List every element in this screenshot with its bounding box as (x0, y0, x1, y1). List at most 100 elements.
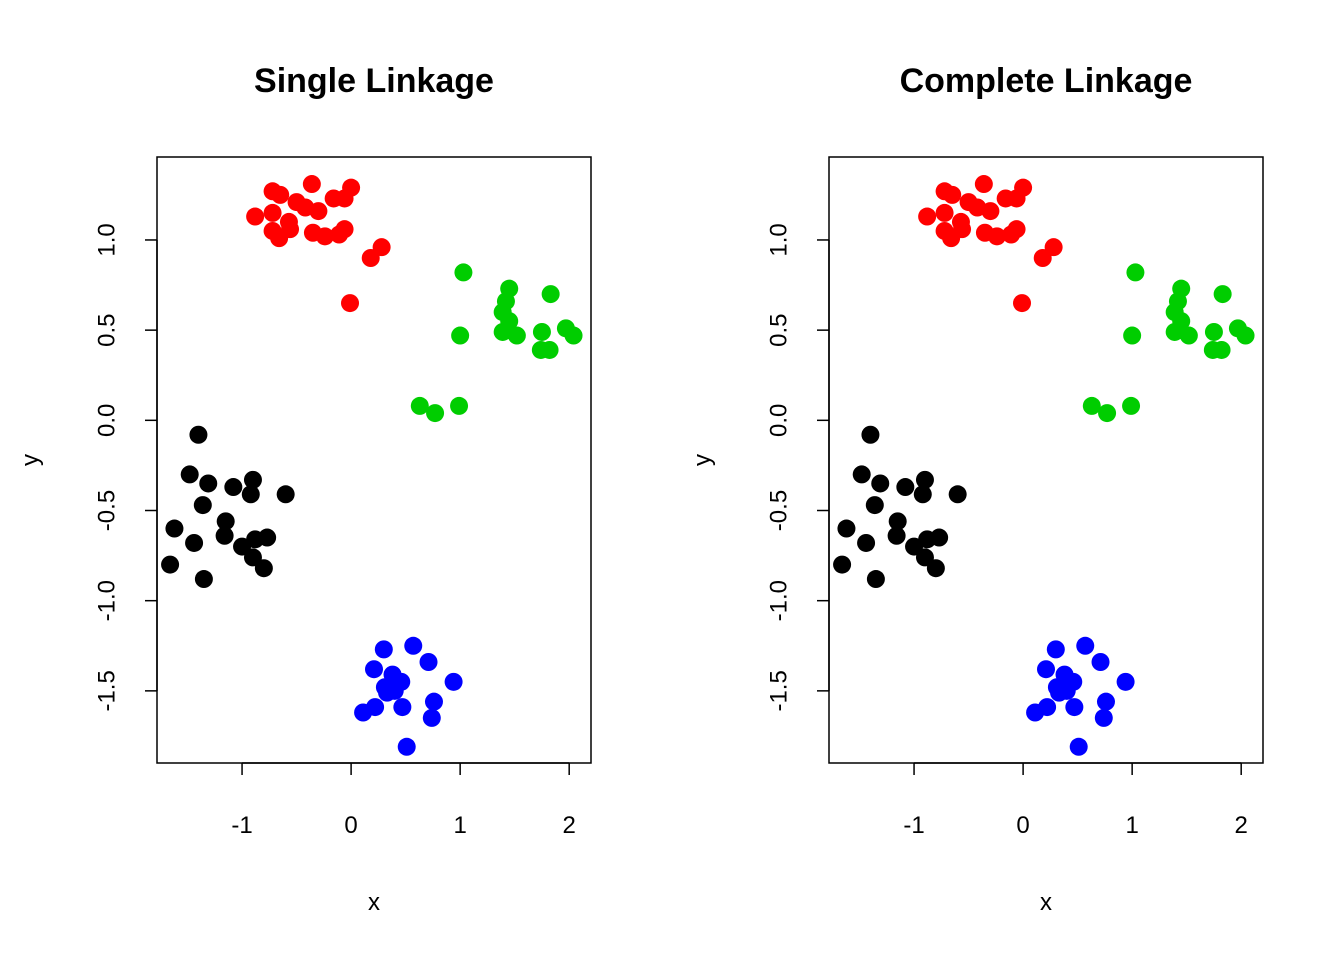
data-point (374, 640, 393, 659)
data-point (987, 227, 1006, 246)
x-tick-label: -1 (231, 812, 252, 839)
data-point (1069, 737, 1088, 756)
data-point (246, 207, 265, 226)
data-point (404, 636, 423, 655)
data-point (180, 465, 199, 484)
data-point (165, 519, 184, 538)
data-point (419, 653, 438, 671)
data-point (1002, 225, 1021, 244)
data-point (215, 526, 234, 545)
single-linkage-panel: Single Linkage x y -1 0 1 2 -1.5 -1.0 -0.5 0.0… (17, 62, 592, 916)
y-tick-label: 1.0 (766, 223, 793, 256)
data-point (942, 229, 961, 248)
data-point (1094, 708, 1113, 727)
data-point (243, 470, 262, 489)
data-point (397, 737, 416, 756)
x-axis: -1 0 1 2 (231, 762, 576, 839)
data-point (926, 559, 945, 578)
data-point (330, 225, 349, 244)
data-point (861, 425, 880, 444)
y-axis: -1.5 -1.0 -0.5 0.0 0.5 1.0 (766, 223, 830, 712)
data-point (271, 185, 290, 204)
data-point (532, 322, 551, 341)
x-tick-label: -1 (903, 812, 924, 839)
y-tick-label: -1.0 (94, 580, 121, 621)
data-point (1037, 660, 1055, 679)
data-point (1126, 263, 1145, 282)
data-point (199, 474, 218, 493)
complete-linkage-panel: Complete Linkage x y -1 0 1 2 -1.5 -1.0 -0.5 0… (689, 62, 1264, 916)
chart-title: Complete Linkage (900, 62, 1193, 100)
x-axis: -1 0 1 2 (903, 762, 1248, 839)
y-tick-label: -1.0 (766, 580, 793, 621)
data-point (948, 485, 967, 504)
points-layer (161, 175, 583, 756)
data-point (913, 485, 932, 504)
y-axis: -1.5 -1.0 -0.5 0.0 0.5 1.0 (94, 223, 158, 712)
data-point (378, 683, 397, 702)
x-tick-label: 0 (1016, 812, 1029, 839)
data-point (1165, 322, 1184, 341)
data-point (1122, 396, 1141, 415)
data-point (1123, 326, 1142, 345)
x-tick-label: 2 (1235, 812, 1248, 839)
data-point (424, 692, 443, 711)
data-point (1033, 249, 1052, 267)
data-point (1204, 322, 1223, 341)
data-point (365, 660, 383, 679)
data-point (263, 203, 282, 222)
data-point (216, 512, 235, 531)
data-point (354, 703, 373, 722)
chart-title: Single Linkage (254, 62, 494, 100)
data-point (837, 519, 856, 538)
data-point (918, 530, 937, 549)
data-point (444, 672, 463, 691)
data-point (918, 207, 937, 226)
data-point (915, 470, 934, 489)
data-point (857, 533, 876, 552)
data-point (361, 249, 380, 267)
data-point (454, 263, 473, 282)
data-point (309, 202, 328, 221)
y-axis-label: y (17, 454, 44, 466)
data-point (276, 485, 295, 504)
data-point (426, 404, 445, 423)
data-point (241, 485, 260, 504)
y-tick-label: 0.5 (94, 313, 121, 346)
data-point (1179, 326, 1198, 345)
data-point (1116, 672, 1135, 691)
data-point (1212, 340, 1231, 359)
data-point (224, 478, 243, 497)
data-point (393, 698, 412, 717)
y-tick-label: 0.0 (94, 404, 121, 437)
data-point (1082, 396, 1101, 415)
x-tick-label: 2 (563, 812, 576, 839)
x-tick-label: 0 (344, 812, 357, 839)
y-tick-label: 1.0 (94, 223, 121, 256)
data-point (871, 474, 890, 493)
data-point (189, 425, 208, 444)
data-point (450, 396, 469, 415)
data-point (1076, 636, 1095, 655)
data-point (1236, 326, 1255, 345)
data-point (451, 326, 470, 345)
data-point (254, 559, 273, 578)
data-point (981, 202, 1000, 221)
y-tick-label: 0.5 (766, 313, 793, 346)
data-point (185, 533, 204, 552)
data-point (974, 175, 993, 194)
data-point (341, 294, 360, 313)
data-point (493, 322, 512, 341)
x-axis-label: x (1040, 889, 1052, 916)
data-point (887, 526, 906, 545)
data-point (270, 229, 289, 248)
data-point (943, 185, 962, 204)
data-point (865, 496, 884, 515)
points-layer (833, 175, 1255, 756)
data-point (1065, 698, 1084, 717)
y-tick-label: 0.0 (766, 404, 793, 437)
data-point (410, 396, 429, 415)
data-point (246, 530, 265, 549)
data-point (1091, 653, 1110, 671)
data-point (1013, 294, 1032, 313)
